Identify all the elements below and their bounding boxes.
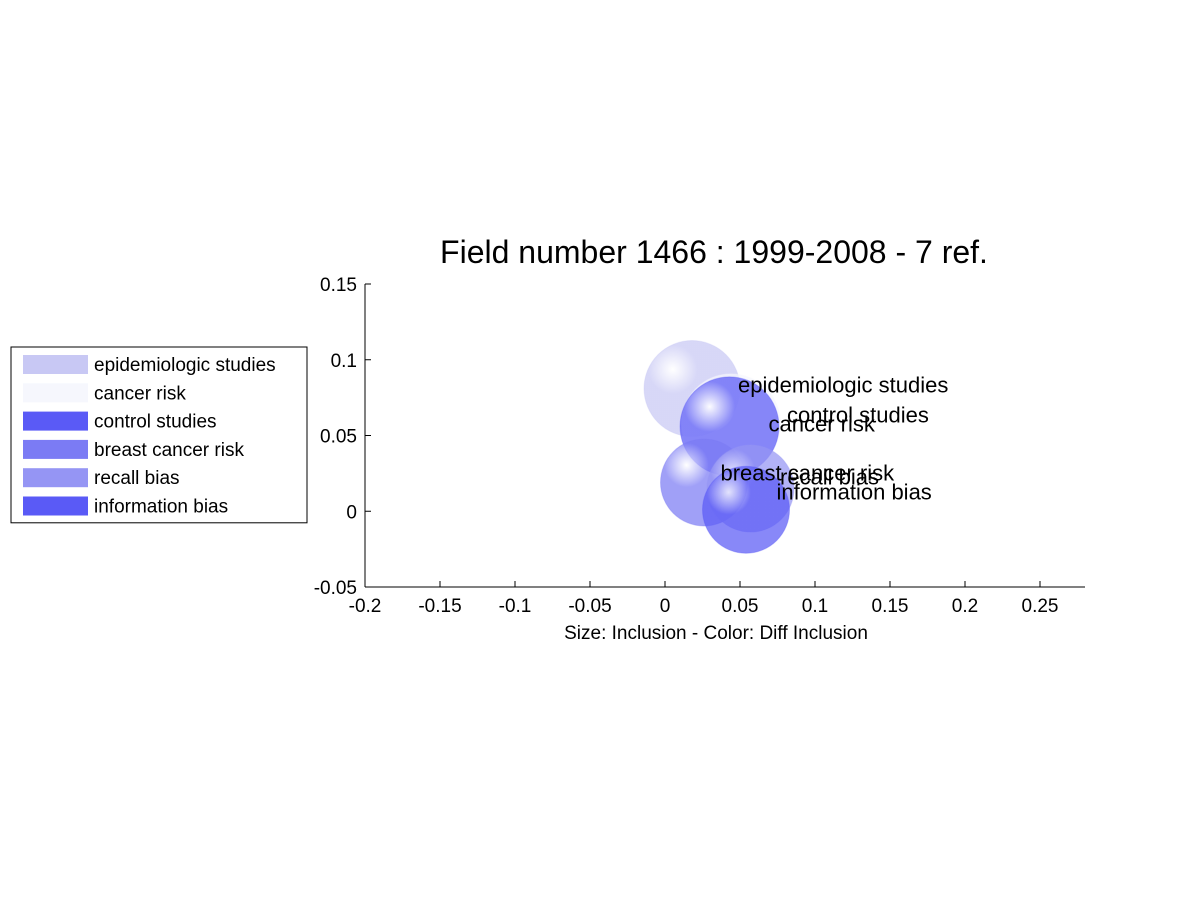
x-tick-label: 0.1 bbox=[802, 596, 828, 617]
bubble-label: information bias bbox=[777, 480, 932, 505]
legend-box bbox=[10, 346, 308, 524]
legend-swatch bbox=[23, 383, 88, 403]
x-tick-label: 0.2 bbox=[952, 596, 978, 617]
x-axis-label: Size: Inclusion - Color: Diff Inclusion bbox=[564, 623, 868, 644]
legend-swatch bbox=[23, 496, 88, 516]
legend-swatch bbox=[23, 439, 88, 459]
legend-label: recall bias bbox=[94, 468, 180, 489]
legend-swatch bbox=[23, 411, 88, 431]
y-tick-label: -0.05 bbox=[314, 578, 357, 599]
y-tick-label: 0.15 bbox=[320, 275, 357, 296]
x-tick-label: 0 bbox=[660, 596, 671, 617]
x-tick-label: -0.15 bbox=[418, 596, 461, 617]
x-tick-label: -0.05 bbox=[568, 596, 611, 617]
y-tick-label: 0.1 bbox=[331, 351, 357, 372]
legend-swatch bbox=[23, 468, 88, 488]
axes: -0.2 -0.15 -0.1 -0.05 0 0.05 0.1 0.15 0.2 0.25 -0.… bbox=[314, 275, 1085, 617]
x-tick-label: 0.05 bbox=[722, 596, 759, 617]
bubble-label: recall bias bbox=[780, 465, 879, 490]
x-tick-label: -0.2 bbox=[349, 596, 382, 617]
legend-label: epidemiologic studies bbox=[94, 355, 276, 376]
bubble-label: epidemiologic studies bbox=[738, 373, 948, 398]
legend-label: control studies bbox=[94, 412, 217, 433]
bubble-label-layer: epidemiologic studies cancer riskcontrol … bbox=[721, 373, 949, 505]
bubble-label: control studies bbox=[787, 402, 929, 427]
bubble-layer bbox=[643, 340, 795, 554]
x-tick-label: 0.15 bbox=[872, 596, 909, 617]
legend-label: cancer risk bbox=[94, 383, 186, 404]
bubble-label: breast cancer risk bbox=[721, 460, 896, 485]
bubble-label: cancer risk bbox=[769, 411, 876, 436]
legend: epidemiologic studies cancer risk control … bbox=[10, 346, 308, 524]
legend-label: information bias bbox=[94, 497, 228, 518]
legend-swatch bbox=[23, 355, 88, 374]
x-tick-label: -0.1 bbox=[499, 596, 532, 617]
y-tick-label: 0.05 bbox=[320, 427, 357, 448]
y-tick-label: 0 bbox=[346, 502, 357, 523]
chart-title: Field number 1466 : 1999-2008 - 7 ref. bbox=[440, 234, 988, 270]
x-tick-label: 0.25 bbox=[1022, 596, 1059, 617]
bubble-information-bias bbox=[702, 465, 790, 554]
legend-label: breast cancer risk bbox=[94, 440, 244, 461]
